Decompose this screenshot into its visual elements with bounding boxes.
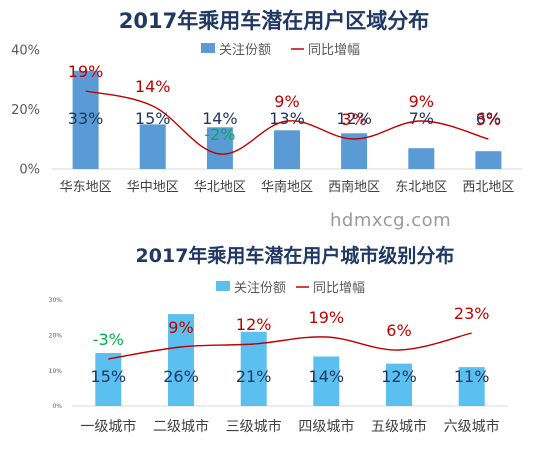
growth-data-label: -3%	[93, 330, 124, 349]
bar	[313, 356, 340, 406]
legend-label-share: 关注份额	[234, 281, 286, 296]
legend-swatch-share	[201, 43, 215, 53]
x-tick-label: 西南地区	[328, 179, 380, 195]
y-tick-label: 40%	[11, 44, 40, 59]
y-tick-label: 0%	[19, 163, 40, 178]
bar	[139, 124, 166, 169]
legend-label-growth: 同比增幅	[308, 43, 360, 58]
x-tick-label: 六级城市	[444, 418, 500, 435]
bar	[408, 148, 435, 169]
bar-data-label: 7%	[409, 109, 434, 128]
growth-data-label: 19%	[309, 308, 345, 327]
growth-data-label: 23%	[454, 304, 490, 323]
x-tick-label: 西北地区	[462, 180, 514, 195]
y-tick-label: 0%	[52, 403, 62, 410]
legend-swatch-share	[216, 281, 230, 291]
growth-data-label: 19%	[68, 62, 104, 81]
growth-data-label: 14%	[135, 77, 171, 96]
bar	[458, 367, 485, 406]
bar	[274, 130, 300, 169]
bar	[206, 127, 233, 169]
x-tick-label: 华中地区	[127, 180, 179, 195]
bar-data-label: 14%	[202, 109, 238, 128]
bar	[475, 151, 502, 169]
chart-title: 2017年乘用车潜在用户城市级别分布	[136, 244, 455, 267]
growth-data-label: 3%	[476, 110, 501, 129]
bar-data-label: 15%	[91, 367, 127, 386]
bar-data-label: 15%	[135, 109, 171, 128]
x-tick-label: 五级城市	[371, 418, 427, 435]
growth-data-label: 3%	[341, 110, 366, 129]
bar	[168, 314, 194, 406]
bar	[95, 353, 122, 406]
growth-line	[108, 332, 472, 360]
x-tick-label: 四级城市	[298, 418, 354, 435]
y-tick-label: 20%	[11, 103, 40, 118]
bar-data-label: 14%	[309, 367, 345, 386]
bar-data-label: 21%	[236, 367, 272, 386]
x-tick-label: 二级城市	[153, 418, 209, 435]
y-tick-label: 10%	[49, 368, 63, 375]
legend-label-growth: 同比增幅	[313, 281, 365, 296]
y-tick-label: 30%	[49, 297, 63, 304]
legend-label-share: 关注份额	[219, 43, 271, 58]
x-tick-label: 华东地区	[60, 180, 112, 195]
x-tick-label: 华南地区	[261, 179, 313, 195]
growth-data-label: 9%	[168, 318, 193, 337]
bar-data-label: 33%	[68, 109, 104, 128]
x-tick-label: 东北地区	[395, 180, 447, 195]
bar-data-label: 26%	[163, 367, 199, 386]
x-tick-label: 一级城市	[80, 418, 136, 435]
bar	[386, 363, 412, 406]
growth-data-label: 6%	[386, 321, 411, 340]
bar-data-label: 11%	[454, 367, 490, 386]
y-tick-label: 20%	[49, 332, 63, 339]
bar-data-label: 12%	[381, 367, 417, 386]
growth-data-label: 9%	[409, 92, 434, 111]
watermark: hdmxcg.com	[330, 210, 452, 231]
bar	[72, 70, 99, 169]
chart-title: 2017年乘用车潜在用户区域分布	[119, 9, 429, 33]
growth-data-label: -2%	[204, 125, 235, 144]
growth-data-label: 9%	[274, 92, 299, 111]
growth-data-label: 12%	[236, 315, 272, 334]
x-tick-label: 华北地区	[194, 180, 246, 195]
bar-data-label: 6%	[476, 109, 501, 128]
x-tick-label: 三级城市	[226, 418, 282, 435]
bar-data-label: 12%	[336, 109, 372, 128]
